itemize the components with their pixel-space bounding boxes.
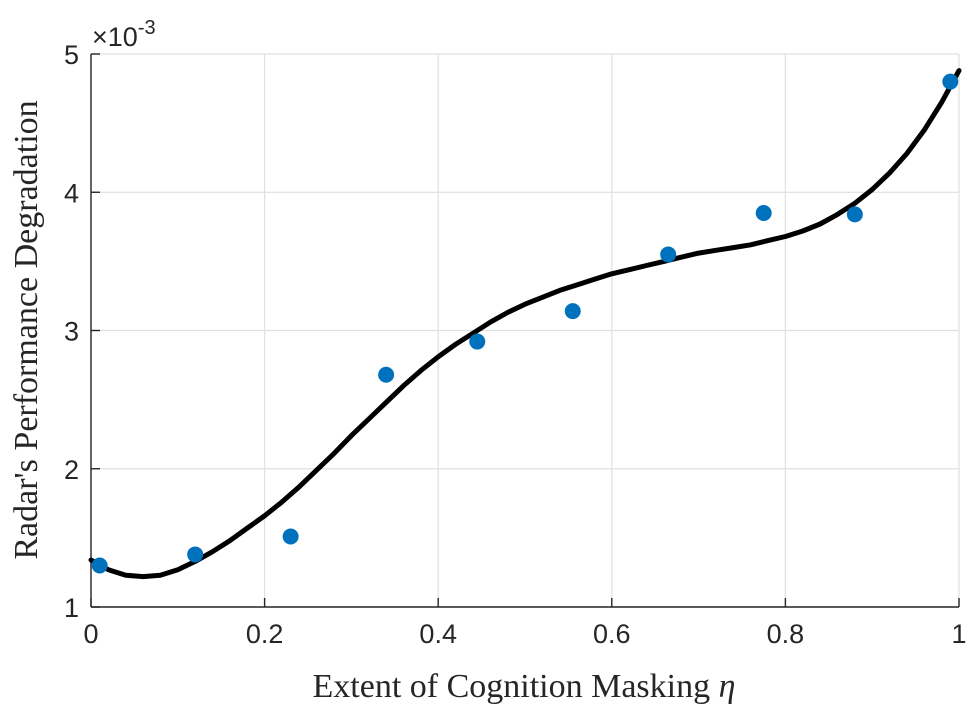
x-tick-label: 0.8: [767, 619, 805, 649]
data-point: [469, 333, 486, 350]
data-point: [755, 204, 772, 221]
x-tick-label: 0.4: [419, 619, 457, 649]
data-point: [282, 528, 299, 545]
y-tick-label: 2: [64, 455, 79, 485]
x-tick-label: 0: [83, 619, 98, 649]
x-axis-label: Extent of Cognition Masking η: [313, 668, 736, 705]
fit-curve: [88, 68, 962, 580]
data-point: [564, 303, 581, 320]
y-tick-label: 4: [64, 178, 79, 208]
y-tick-label: 1: [64, 593, 79, 623]
grid-lines: [90, 53, 960, 608]
x-tick-label: 0.2: [246, 619, 284, 649]
y-tick-label: 3: [64, 317, 79, 347]
y-tick-labels: 1 2 3 4 5: [64, 40, 79, 623]
axes: [90, 53, 960, 608]
data-point: [378, 366, 395, 383]
y-axis-label: Radar's Performance Degradation: [8, 100, 45, 559]
x-tick-label: 1: [951, 619, 966, 649]
x-tick-labels: 0 0.2 0.4 0.6 0.8 1: [83, 619, 966, 649]
x-tick-label: 0.6: [593, 619, 631, 649]
data-point: [187, 546, 204, 563]
y-tick-label: 5: [64, 40, 79, 70]
data-points-layer: [91, 73, 959, 574]
data-point: [846, 206, 863, 223]
y-multiplier: ×10-3: [92, 17, 156, 52]
data-point: [942, 73, 959, 90]
data-point: [91, 557, 108, 574]
fit-curve-layer: [88, 68, 962, 580]
data-point: [660, 246, 677, 263]
